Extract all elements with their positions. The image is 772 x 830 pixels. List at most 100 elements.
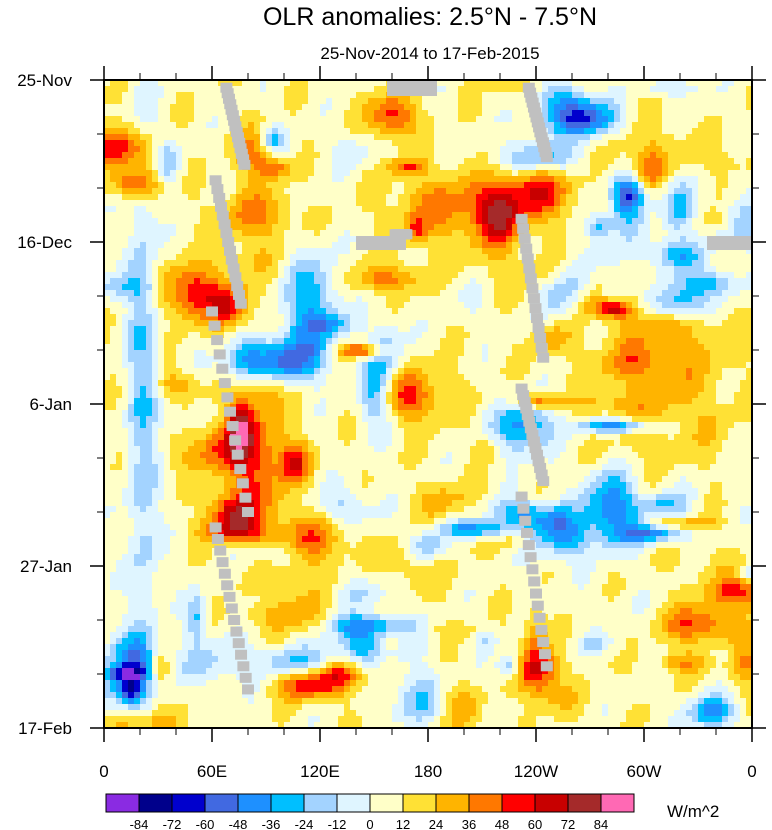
anomaly-cell xyxy=(392,158,399,165)
anomaly-cell xyxy=(416,326,423,333)
anomaly-cell xyxy=(440,104,447,111)
anomaly-cell xyxy=(638,326,645,333)
anomaly-cell xyxy=(104,176,111,183)
anomaly-cell xyxy=(386,278,393,285)
anomaly-cell xyxy=(170,272,177,279)
anomaly-cell xyxy=(746,116,752,123)
anomaly-cell xyxy=(446,278,453,285)
anomaly-cell xyxy=(662,140,669,147)
anomaly-cell xyxy=(560,134,567,141)
anomaly-cell xyxy=(578,92,585,99)
anomaly-cell xyxy=(602,254,609,261)
anomaly-cell xyxy=(614,350,621,357)
anomaly-cell xyxy=(110,164,117,171)
anomaly-cell xyxy=(188,200,195,207)
anomaly-cell xyxy=(632,206,639,213)
anomaly-cell xyxy=(554,86,561,93)
anomaly-cell xyxy=(350,272,357,279)
anomaly-cell xyxy=(662,218,669,225)
anomaly-cell xyxy=(686,98,693,105)
anomaly-cell xyxy=(278,182,285,189)
anomaly-cell xyxy=(740,116,747,123)
anomaly-cell xyxy=(542,194,549,201)
anomaly-cell xyxy=(248,182,255,189)
anomaly-cell xyxy=(470,308,477,315)
anomaly-cell xyxy=(308,104,315,111)
anomaly-cell xyxy=(656,170,663,177)
anomaly-cell xyxy=(440,122,447,129)
anomaly-cell xyxy=(578,164,585,171)
anomaly-cell xyxy=(698,200,705,207)
anomaly-cell xyxy=(536,266,543,273)
anomaly-cell xyxy=(482,236,489,243)
anomaly-cell xyxy=(296,152,303,159)
anomaly-cell xyxy=(410,182,417,189)
anomaly-cell xyxy=(734,260,741,267)
anomaly-cell xyxy=(374,158,381,165)
anomaly-cell xyxy=(698,104,705,111)
anomaly-cell xyxy=(164,224,171,231)
anomaly-cell xyxy=(446,188,453,195)
anomaly-cell xyxy=(158,224,165,231)
anomaly-cell xyxy=(212,122,219,129)
anomaly-cell xyxy=(110,206,117,213)
anomaly-cell xyxy=(326,284,333,291)
anomaly-cell xyxy=(398,212,405,219)
anomaly-cell xyxy=(494,212,501,219)
anomaly-cell xyxy=(548,140,555,147)
anomaly-cell xyxy=(320,230,327,237)
anomaly-cell xyxy=(674,200,681,207)
anomaly-cell xyxy=(488,314,495,321)
anomaly-cell xyxy=(596,146,603,153)
anomaly-cell xyxy=(320,86,327,93)
anomaly-cell xyxy=(668,302,675,309)
anomaly-cell xyxy=(182,170,189,177)
anomaly-cell xyxy=(464,290,471,297)
anomaly-cell xyxy=(626,128,633,135)
anomaly-cell xyxy=(698,164,705,171)
anomaly-cell xyxy=(236,320,243,327)
anomaly-cell xyxy=(212,344,219,351)
anomaly-cell xyxy=(260,92,267,99)
anomaly-cell xyxy=(584,278,591,285)
anomaly-cell xyxy=(440,206,447,213)
anomaly-cell xyxy=(668,242,675,249)
anomaly-cell xyxy=(590,218,597,225)
anomaly-cell xyxy=(116,170,123,177)
anomaly-cell xyxy=(512,176,519,183)
anomaly-cell xyxy=(446,146,453,153)
anomaly-cell xyxy=(338,344,345,351)
anomaly-cell xyxy=(554,152,561,159)
anomaly-cell xyxy=(662,320,669,327)
anomaly-cell xyxy=(512,242,519,249)
anomaly-cell xyxy=(500,350,507,357)
anomaly-cell xyxy=(350,278,357,285)
anomaly-cell xyxy=(152,338,159,345)
anomaly-cell xyxy=(734,116,741,123)
anomaly-cell xyxy=(206,164,213,171)
anomaly-cell xyxy=(110,326,117,333)
anomaly-cell xyxy=(320,176,327,183)
anomaly-cell xyxy=(122,302,129,309)
anomaly-cell xyxy=(338,170,345,177)
anomaly-cell xyxy=(560,266,567,273)
anomaly-cell xyxy=(710,200,717,207)
anomaly-cell xyxy=(278,164,285,171)
anomaly-cell xyxy=(710,104,717,111)
anomaly-cell xyxy=(620,314,627,321)
anomaly-cell xyxy=(170,170,177,177)
anomaly-cell xyxy=(260,218,267,225)
anomaly-cell xyxy=(572,104,579,111)
anomaly-cell xyxy=(398,134,405,141)
anomaly-cell xyxy=(644,152,651,159)
anomaly-cell xyxy=(146,278,153,285)
anomaly-cell xyxy=(332,122,339,129)
anomaly-cell xyxy=(506,98,513,105)
anomaly-cell xyxy=(122,332,129,339)
anomaly-cell xyxy=(182,326,189,333)
anomaly-cell xyxy=(266,290,273,297)
anomaly-cell xyxy=(512,248,519,255)
anomaly-cell xyxy=(326,278,333,285)
anomaly-cell xyxy=(302,308,309,315)
anomaly-cell xyxy=(608,218,615,225)
